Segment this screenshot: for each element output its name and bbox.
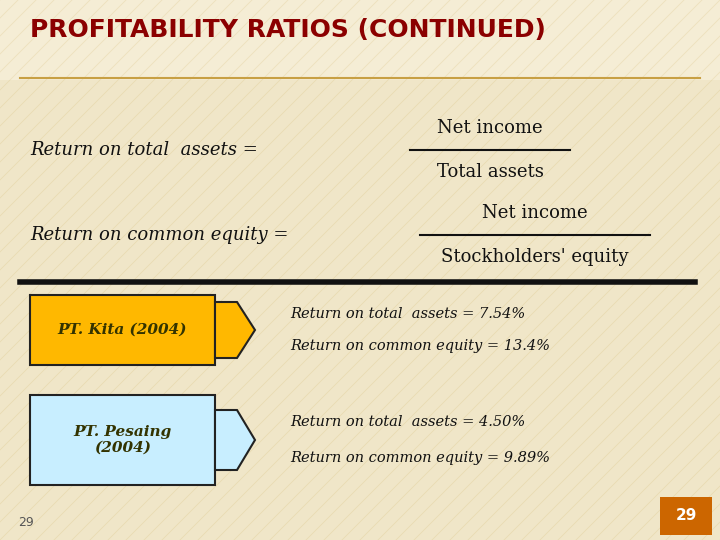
- Text: Stockholders' equity: Stockholders' equity: [441, 248, 629, 266]
- Text: Return on common equity = 13.4%: Return on common equity = 13.4%: [290, 339, 550, 353]
- Text: Return on common equity =: Return on common equity =: [30, 226, 289, 244]
- Polygon shape: [215, 410, 255, 470]
- Text: 29: 29: [18, 516, 34, 529]
- Text: Return on common equity = 9.89%: Return on common equity = 9.89%: [290, 451, 550, 465]
- Bar: [0, 0, 720, 80]
- Bar: [660, 497, 712, 535]
- Text: Return on total  assets =: Return on total assets =: [30, 141, 258, 159]
- Text: Return on total  assets = 4.50%: Return on total assets = 4.50%: [290, 415, 526, 429]
- Text: Net income: Net income: [437, 119, 543, 137]
- Polygon shape: [215, 302, 255, 358]
- Text: 29: 29: [675, 509, 697, 523]
- Text: PT. Pesaing
(2004): PT. Pesaing (2004): [73, 425, 171, 455]
- Text: Total assets: Total assets: [436, 163, 544, 181]
- Text: PT. Kita (2004): PT. Kita (2004): [58, 323, 187, 337]
- Bar: [30, 395, 215, 485]
- Bar: [30, 295, 215, 365]
- Text: Return on total  assets = 7.54%: Return on total assets = 7.54%: [290, 307, 526, 321]
- Text: Net income: Net income: [482, 204, 588, 222]
- Text: PROFITABILITY RATIOS (CONTINUED): PROFITABILITY RATIOS (CONTINUED): [30, 18, 546, 42]
